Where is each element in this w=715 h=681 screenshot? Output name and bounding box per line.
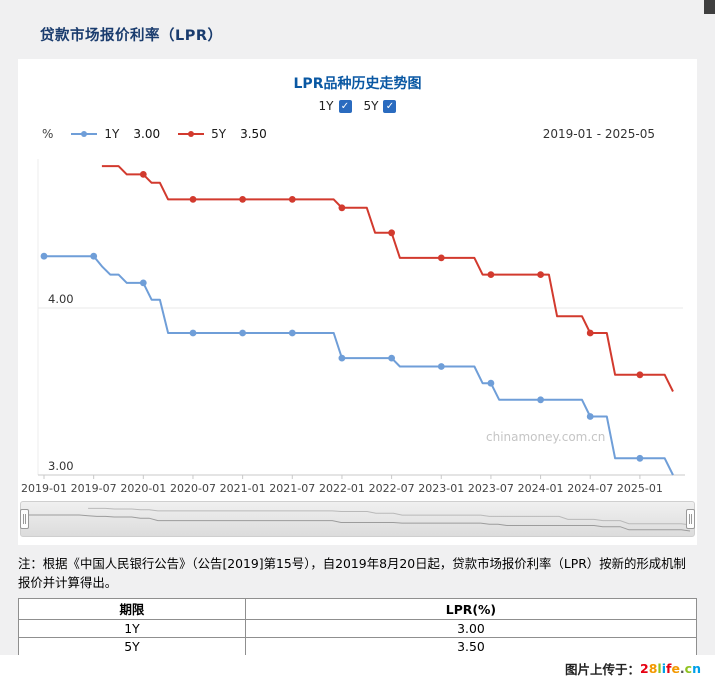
footer-bar: 图片上传于： 28life.cn (0, 655, 715, 681)
svg-text:2020-01: 2020-01 (120, 482, 166, 495)
dot-icon (188, 131, 195, 137)
svg-text:2022-01: 2022-01 (319, 482, 365, 495)
footer-site-link[interactable]: 28life.cn (639, 660, 701, 676)
legend-row: % 1Y 3.00 5Y 3.50 2019-01 - 2025-05 (42, 127, 655, 141)
col-header-lpr: LPR(%) (244, 598, 698, 621)
svg-text:2023-01: 2023-01 (418, 482, 464, 495)
cell-term-1y: 1Y (18, 619, 246, 639)
svg-text:2021-01: 2021-01 (220, 482, 266, 495)
legend-5y-label: 5Y (211, 127, 227, 141)
legend-1y-label: 1Y (104, 127, 120, 141)
navigator-left-handle-icon[interactable] (20, 509, 29, 529)
svg-text:2019-01: 2019-01 (21, 482, 67, 495)
line-marker-icon (71, 131, 98, 137)
svg-text:2023-07: 2023-07 (468, 482, 514, 495)
dot-icon (81, 131, 88, 137)
footnote: 注：根据《中国人民银行公告》（公告[2019]第15号），自2019年8月20日… (18, 556, 686, 590)
navigator-mini-chart (27, 507, 691, 532)
svg-text:3.00: 3.00 (48, 459, 74, 473)
chart-title: LPR品种历史走势图 (293, 76, 422, 92)
svg-text:2019-07: 2019-07 (71, 482, 117, 495)
header: 贷款市场报价利率（LPR） (0, 0, 715, 45)
scrollbar-thumb[interactable] (704, 0, 715, 14)
svg-text:4.00: 4.00 (48, 292, 74, 306)
data-zoom-navigator[interactable] (20, 501, 695, 537)
footer-label: 图片上传于： (564, 661, 640, 677)
toggle-1y[interactable]: 1Y ✓ (319, 99, 352, 113)
svg-text:2024-01: 2024-01 (518, 482, 564, 495)
toggle-5y-label: 5Y (363, 99, 379, 113)
cell-value-5y: 3.50 (244, 637, 698, 657)
checkbox-1y-checked-icon[interactable]: ✓ (338, 99, 352, 113)
svg-text:2025-01: 2025-01 (617, 482, 663, 495)
table-row: 1Y 3.00 (18, 619, 698, 639)
series-toggles: 1Y ✓ 5Y ✓ (18, 99, 697, 113)
legend-item-1y[interactable]: 1Y 3.00 (71, 127, 160, 141)
cell-term-5y: 5Y (18, 637, 246, 657)
legend-5y-value: 3.50 (240, 127, 267, 141)
lpr-table: 期限 LPR(%) 1Y 3.00 5Y 3.50 (18, 598, 698, 657)
toggle-5y[interactable]: 5Y ✓ (364, 99, 397, 113)
svg-text:2024-07: 2024-07 (567, 482, 613, 495)
table-row: 5Y 3.50 (18, 637, 698, 657)
legend-1y-value: 3.00 (133, 127, 161, 141)
page-title: 贷款市场报价利率（LPR） (40, 28, 223, 44)
table-header-row: 期限 LPR(%) (18, 598, 698, 621)
navigator-right-handle-icon[interactable] (686, 509, 695, 529)
svg-text:2021-07: 2021-07 (269, 482, 315, 495)
svg-text:2022-07: 2022-07 (369, 482, 415, 495)
date-range: 2019-01 - 2025-05 (542, 127, 655, 141)
line-marker-icon (178, 131, 205, 137)
col-header-term: 期限 (18, 598, 246, 621)
lpr-line-chart[interactable]: 3.00 4.00 2019-01 2019-07 2020-01 2020-07 2021… (18, 143, 697, 495)
svg-text:2020-07: 2020-07 (170, 482, 216, 495)
chart-card: LPR品种历史走势图 1Y ✓ 5Y ✓ % 1Y 3.00 5Y 3.50 2… (18, 59, 697, 545)
checkbox-5y-checked-icon[interactable]: ✓ (383, 99, 397, 113)
svg-text:chinamoney.com.cn: chinamoney.com.cn (486, 430, 605, 444)
legend-item-5y[interactable]: 5Y 3.50 (178, 127, 267, 141)
cell-value-1y: 3.00 (244, 619, 698, 639)
y-axis-unit: % (42, 127, 54, 141)
toggle-1y-label: 1Y (318, 99, 334, 113)
